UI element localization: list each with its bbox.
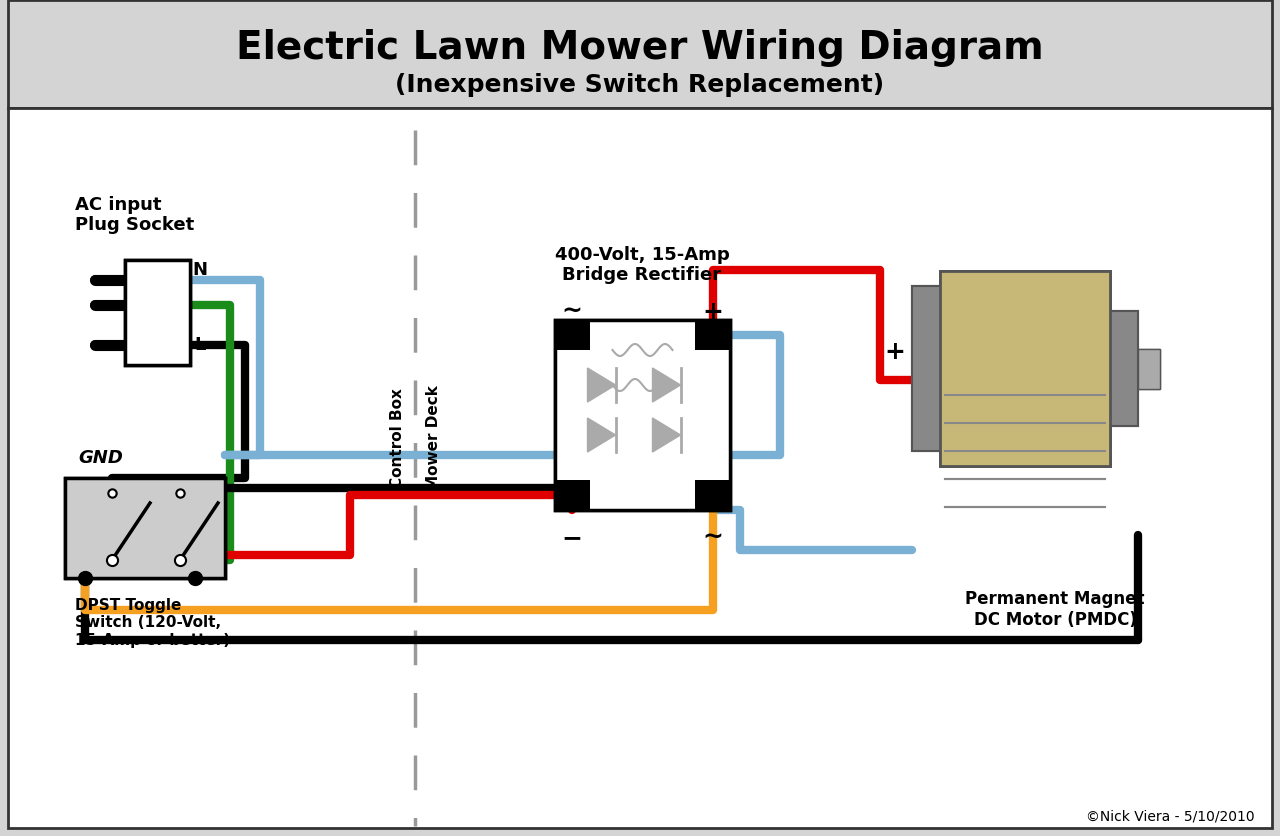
Bar <box>556 320 590 350</box>
Bar <box>695 480 730 510</box>
Bar <box>911 286 942 451</box>
Bar <box>556 480 590 510</box>
Polygon shape <box>653 417 682 453</box>
Bar <box>556 480 590 510</box>
Bar <box>1110 311 1138 426</box>
Text: Permanent Magnet
DC Motor (PMDC): Permanent Magnet DC Motor (PMDC) <box>965 590 1144 629</box>
Bar <box>695 320 730 350</box>
Bar <box>695 320 730 350</box>
Bar <box>556 320 590 350</box>
Bar <box>940 271 1110 466</box>
Polygon shape <box>588 417 617 453</box>
Bar <box>695 480 730 510</box>
Bar <box>125 260 189 365</box>
Bar <box>1138 349 1160 389</box>
Bar <box>1138 349 1160 389</box>
Polygon shape <box>588 367 617 403</box>
Text: (Inexpensive Switch Replacement): (Inexpensive Switch Replacement) <box>396 73 884 97</box>
Polygon shape <box>588 368 616 402</box>
Polygon shape <box>588 418 616 452</box>
Text: ©Nick Viera - 5/10/2010: ©Nick Viera - 5/10/2010 <box>1087 809 1254 823</box>
Text: GND: GND <box>78 449 123 467</box>
Text: +: + <box>884 340 905 364</box>
Text: AC input
Plug Socket: AC input Plug Socket <box>76 196 195 234</box>
Text: ∼: ∼ <box>562 300 582 324</box>
Bar <box>65 478 225 578</box>
Text: DPST Toggle
Switch (120-Volt,
15-Amp or better): DPST Toggle Switch (120-Volt, 15-Amp or … <box>76 598 230 648</box>
Text: 400-Volt, 15-Amp
Bridge Rectifier: 400-Volt, 15-Amp Bridge Rectifier <box>554 246 730 284</box>
Text: +: + <box>703 300 723 324</box>
Bar <box>940 271 1110 466</box>
Bar <box>1110 311 1138 426</box>
Text: Electric Lawn Mower Wiring Diagram: Electric Lawn Mower Wiring Diagram <box>236 29 1044 67</box>
Polygon shape <box>653 367 682 403</box>
Bar <box>695 480 730 510</box>
Text: Mower Deck: Mower Deck <box>425 385 440 491</box>
Bar <box>125 260 189 365</box>
Text: ∼: ∼ <box>703 526 723 550</box>
Bar <box>911 286 942 451</box>
Bar <box>556 480 590 510</box>
Polygon shape <box>653 368 681 402</box>
Bar <box>556 320 730 510</box>
Bar <box>8 108 1272 828</box>
Bar <box>695 320 730 350</box>
Bar <box>556 320 730 510</box>
Text: L: L <box>195 336 206 354</box>
Text: −: − <box>562 526 582 550</box>
Text: Control Box: Control Box <box>389 388 404 488</box>
Bar <box>65 478 225 578</box>
Bar <box>556 320 590 350</box>
Bar <box>8 0 1272 108</box>
Text: N: N <box>192 261 207 279</box>
Polygon shape <box>653 418 681 452</box>
